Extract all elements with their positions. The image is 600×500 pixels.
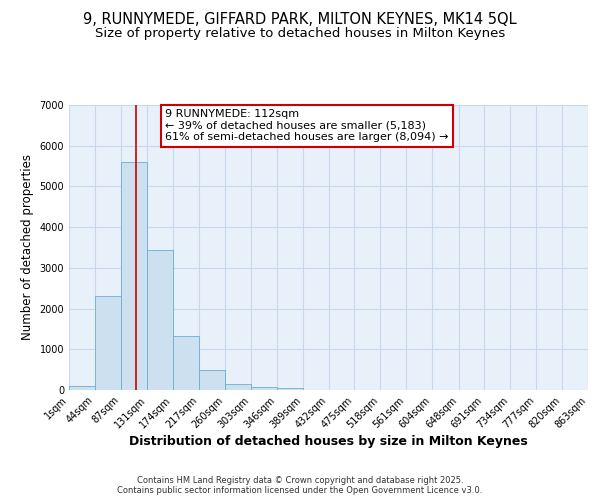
Bar	[199, 370, 225, 390]
Text: Contains HM Land Registry data © Crown copyright and database right 2025.: Contains HM Land Registry data © Crown c…	[137, 476, 463, 485]
Bar	[95, 296, 121, 390]
Text: Contains public sector information licensed under the Open Government Licence v3: Contains public sector information licen…	[118, 486, 482, 495]
Bar	[225, 384, 251, 390]
Bar	[251, 387, 277, 390]
Text: 9, RUNNYMEDE, GIFFARD PARK, MILTON KEYNES, MK14 5QL: 9, RUNNYMEDE, GIFFARD PARK, MILTON KEYNE…	[83, 12, 517, 28]
Bar	[121, 162, 147, 390]
Bar	[147, 250, 173, 390]
Bar	[173, 336, 199, 390]
X-axis label: Distribution of detached houses by size in Milton Keynes: Distribution of detached houses by size …	[129, 436, 528, 448]
Text: 9 RUNNYMEDE: 112sqm
← 39% of detached houses are smaller (5,183)
61% of semi-det: 9 RUNNYMEDE: 112sqm ← 39% of detached ho…	[165, 110, 449, 142]
Bar	[69, 386, 95, 390]
Text: Size of property relative to detached houses in Milton Keynes: Size of property relative to detached ho…	[95, 28, 505, 40]
Bar	[277, 388, 302, 390]
Y-axis label: Number of detached properties: Number of detached properties	[21, 154, 34, 340]
